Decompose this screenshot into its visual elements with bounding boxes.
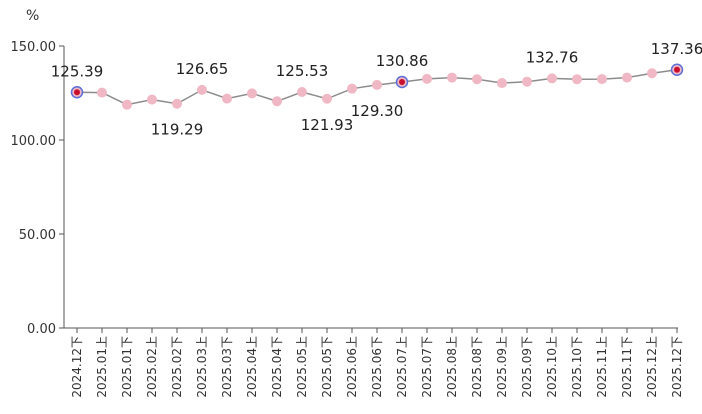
data-point [422,73,432,84]
x-tick-label: 2025.08下 [470,336,484,398]
y-axis: 0.00 50.00 100.00 150.00 [11,40,65,337]
data-point [172,98,182,109]
data-label: 137.36 [651,40,702,58]
x-tick-label: 2025.10上 [545,336,559,398]
x-tick-label: 2025.08上 [445,336,459,398]
data-point [572,74,582,85]
data-label: 126.65 [176,60,229,78]
x-tick-label: 2025.01上 [95,336,109,398]
data-point [247,88,257,99]
y-tick-label: 0.00 [27,322,56,337]
x-tick-label: 2025.01下 [120,336,134,398]
y-tick-label: 100.00 [11,134,57,149]
data-point [472,74,482,85]
x-tick-label: 2025.05上 [295,336,309,398]
data-point [622,72,632,83]
data-point [647,68,657,79]
x-tick-label: 2025.03上 [195,336,209,398]
data-point [297,87,307,98]
data-point [597,74,607,85]
data-label: 119.29 [151,121,204,139]
data-point [322,93,332,104]
data-label: 130.86 [376,52,429,70]
x-tick-label: 2025.12上 [645,336,659,398]
y-axis-unit: % [26,8,39,24]
highlighted-point [74,89,80,96]
data-label: 132.76 [526,48,579,66]
data-label: 121.93 [301,116,354,134]
highlighted-point [674,66,680,73]
x-tick-label: 2025.06下 [370,336,384,398]
x-tick-label: 2025.09下 [520,336,534,398]
x-tick-label: 2024.12下 [70,336,84,398]
data-point [147,94,157,105]
data-point [347,83,357,94]
data-point [447,72,457,83]
x-tick-label: 2025.07下 [420,336,434,398]
x-tick-label: 2025.04下 [270,336,284,398]
x-tick-label: 2025.05下 [320,336,334,398]
x-tick-label: 2025.12下 [670,336,684,398]
data-point [122,99,132,110]
data-point [372,79,382,90]
x-tick-label: 2025.09上 [495,336,509,398]
data-label: 129.30 [351,102,404,120]
x-tick-label: 2025.11上 [595,336,609,398]
x-axis: 2024.12下 2025.01上 2025.01下 2025.02上 2025.02下… [64,327,684,398]
x-tick-label: 2025.06上 [345,336,359,398]
x-tick-label: 2025.04上 [245,336,259,398]
data-label: 125.53 [276,62,329,80]
data-point [497,78,507,89]
data-point [522,76,532,87]
y-tick-label: 150.00 [11,40,57,55]
x-tick-label: 2025.07上 [395,336,409,398]
x-tick-label: 2025.02下 [170,336,184,398]
data-point [97,87,107,98]
x-tick-label: 2025.03下 [220,336,234,398]
x-tick-label: 2025.11下 [620,336,634,398]
y-tick-label: 50.00 [19,228,56,243]
data-point [197,84,207,95]
series-group [70,63,684,110]
data-point [547,73,557,84]
x-tick-label: 2025.02上 [145,336,159,398]
highlighted-point [399,78,405,85]
data-point [272,96,282,107]
data-label: 125.39 [51,62,104,80]
data-point [222,93,232,104]
x-tick-label: 2025.10下 [570,336,584,398]
